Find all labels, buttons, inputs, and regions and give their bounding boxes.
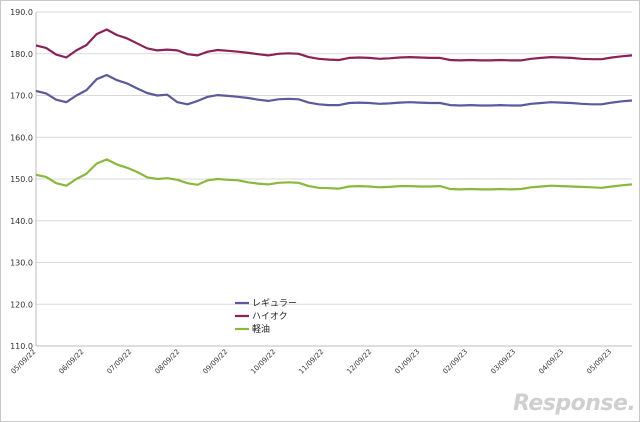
- y-tick-label: 110.0: [10, 342, 33, 351]
- x-tick-label: 03/09/23: [489, 348, 517, 376]
- gridlines: [35, 11, 632, 347]
- y-tick-label: 150.0: [10, 175, 33, 184]
- y-tick-label: 170.0: [10, 92, 33, 101]
- y-tick-label: 140.0: [10, 217, 33, 226]
- y-tick-label: 180.0: [10, 50, 33, 59]
- watermark-logo: Response.: [513, 391, 636, 416]
- series-lines: [35, 28, 633, 191]
- x-tick-label: 01/09/23: [393, 348, 421, 376]
- x-tick-label: 11/09/22: [297, 348, 325, 376]
- series-line-2: [35, 28, 633, 62]
- legend-label: 軽油: [252, 323, 270, 335]
- y-tick-label: 130.0: [10, 259, 33, 268]
- series-line-3: [35, 158, 633, 191]
- x-axis-ticks: 05/09/22 06/09/22 07/09/22 08/09/22 09/09/22…: [10, 348, 614, 376]
- legend-label: レギュラー: [252, 298, 297, 309]
- x-tick-label: 09/09/22: [201, 348, 229, 376]
- series-line-1: [35, 73, 633, 107]
- x-tick-label: 08/09/22: [153, 348, 181, 376]
- x-tick-label: 02/09/23: [441, 348, 469, 376]
- x-tick-label: 05/09/23: [585, 348, 613, 376]
- x-tick-label: 12/09/22: [345, 348, 373, 376]
- x-tick-label: 04/09/23: [537, 348, 565, 376]
- x-tick-label: 10/09/22: [249, 348, 277, 376]
- y-tick-label: 160.0: [10, 133, 33, 142]
- y-axis-ticks: 110.0 120.0 130.0 140.0 150.0 160.0 170.0 180.0…: [10, 8, 33, 351]
- x-tick-label: 07/09/22: [105, 348, 133, 376]
- legend-label: ハイオク: [252, 311, 288, 322]
- y-tick-label: 190.0: [10, 8, 33, 17]
- x-tick-label: 05/09/22: [10, 348, 38, 376]
- y-tick-label: 120.0: [10, 300, 33, 309]
- x-tick-label: 06/09/22: [57, 348, 85, 376]
